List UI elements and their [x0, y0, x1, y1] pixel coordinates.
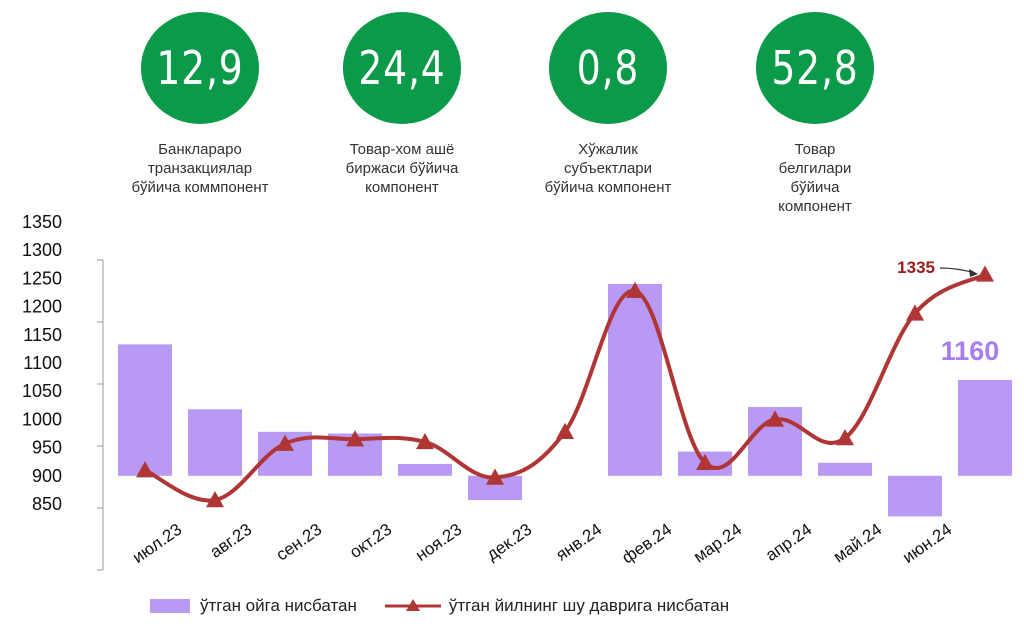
combo-chart: 850 900 950 1000 1050 1100 1150 1200 1250 1300 135… — [22, 212, 1012, 571]
x-tick-label: окт.23 — [346, 520, 395, 562]
legend-label: ўтган йилнинг шу даврига нисбатан — [448, 596, 730, 615]
kpi-caption: Товар белгилари бўйича компонент — [778, 141, 852, 215]
y-tick-label: 1000 — [22, 409, 62, 429]
line-marker — [976, 265, 994, 282]
bar — [118, 344, 172, 476]
annotation-label: 1335 — [897, 258, 935, 277]
annotation-arrowhead — [969, 269, 978, 277]
line-series — [136, 265, 994, 508]
kpi-caption: Хўжалик субъектлари бўйича компонент — [544, 141, 672, 196]
y-tick-label: 1300 — [22, 240, 62, 260]
bar — [188, 409, 242, 476]
kpi-caption: Банклараро транзакциялар бўйича коммпоне… — [131, 141, 269, 196]
line-marker — [136, 461, 154, 478]
y-tick-label: 950 — [32, 438, 62, 458]
x-tick-label: май.24 — [830, 520, 885, 567]
legend-item-bars: ўтган ойга нисбатан — [150, 596, 357, 616]
legend-bar-swatch — [150, 599, 190, 613]
y-tick-label: 1200 — [22, 297, 62, 317]
annotation-label: 1160 — [941, 336, 1000, 366]
legend: ўтган ойга нисбатан ўтган йилнинг шу дав… — [150, 593, 755, 619]
bar — [958, 379, 1012, 476]
legend-label: ўтган ойга нисбатан — [200, 596, 357, 615]
y-tick-label: 900 — [32, 466, 62, 486]
kpi-circle: 0,8 — [548, 12, 668, 124]
line-marker — [766, 410, 784, 427]
y-tick-label: 1250 — [22, 268, 62, 288]
bar — [888, 475, 942, 517]
line-marker — [416, 432, 434, 450]
x-tick-label: дек.23 — [483, 520, 535, 565]
line-marker — [206, 491, 224, 508]
y-axis: 850 900 950 1000 1050 1100 1150 1200 1250 1300 135… — [22, 212, 104, 571]
line-marker — [556, 422, 574, 440]
kpi-4: 52,8 Товар белгилари бўйича компонент — [715, 0, 915, 216]
x-tick-label: июл.23 — [129, 520, 185, 567]
x-tick-label: авг.23 — [207, 520, 256, 562]
y-tick-label: 850 — [32, 494, 62, 514]
line-marker — [906, 304, 924, 321]
kpi-2: 24,4 Товар-хом ашё биржаси бўйича компон… — [302, 0, 502, 197]
line-marker — [626, 281, 644, 299]
kpi-circle: 12,9 — [140, 12, 260, 124]
kpi-circle: 24,4 — [342, 12, 462, 124]
legend-line-swatch — [384, 599, 441, 611]
y-tick-label: 1350 — [22, 212, 62, 232]
line-marker — [276, 434, 294, 451]
x-tick-label: сен.23 — [273, 520, 326, 565]
bar — [818, 462, 872, 476]
y-tick-label: 1150 — [23, 325, 62, 345]
x-tick-label: янв.24 — [552, 520, 605, 565]
line-marker — [836, 429, 854, 446]
x-tick-label: ноя.23 — [412, 520, 465, 565]
x-tick-label: апр.24 — [762, 520, 815, 565]
y-tick-label: 1100 — [23, 353, 62, 373]
legend-item-line: ўтган йилнинг шу даврига нисбатан — [383, 596, 729, 616]
bar — [398, 463, 452, 476]
kpi-circle: 52,8 — [755, 12, 875, 124]
line-marker — [486, 468, 504, 485]
x-tick-label: мар.24 — [690, 520, 745, 567]
kpi-1: 12,9 Банклараро транзакциялар бўйича ком… — [100, 0, 300, 197]
x-tick-label: июн.24 — [899, 520, 955, 567]
annotations: 1335 1160 — [897, 258, 999, 366]
x-axis: июл.23 авг.23 сен.23 окт.23 ноя.23 дек.23 янв.… — [129, 520, 955, 568]
bar — [608, 284, 662, 476]
bar-series — [118, 284, 1012, 517]
y-tick-label: 1050 — [22, 381, 62, 401]
kpi-3: 0,8 Хўжалик субъектлари бўйича компонент — [508, 0, 708, 197]
kpi-caption: Товар-хом ашё биржаси бўйича компонент — [345, 141, 459, 196]
line-marker — [346, 430, 364, 447]
line-marker — [696, 453, 714, 471]
x-tick-label: фев.24 — [618, 520, 675, 568]
